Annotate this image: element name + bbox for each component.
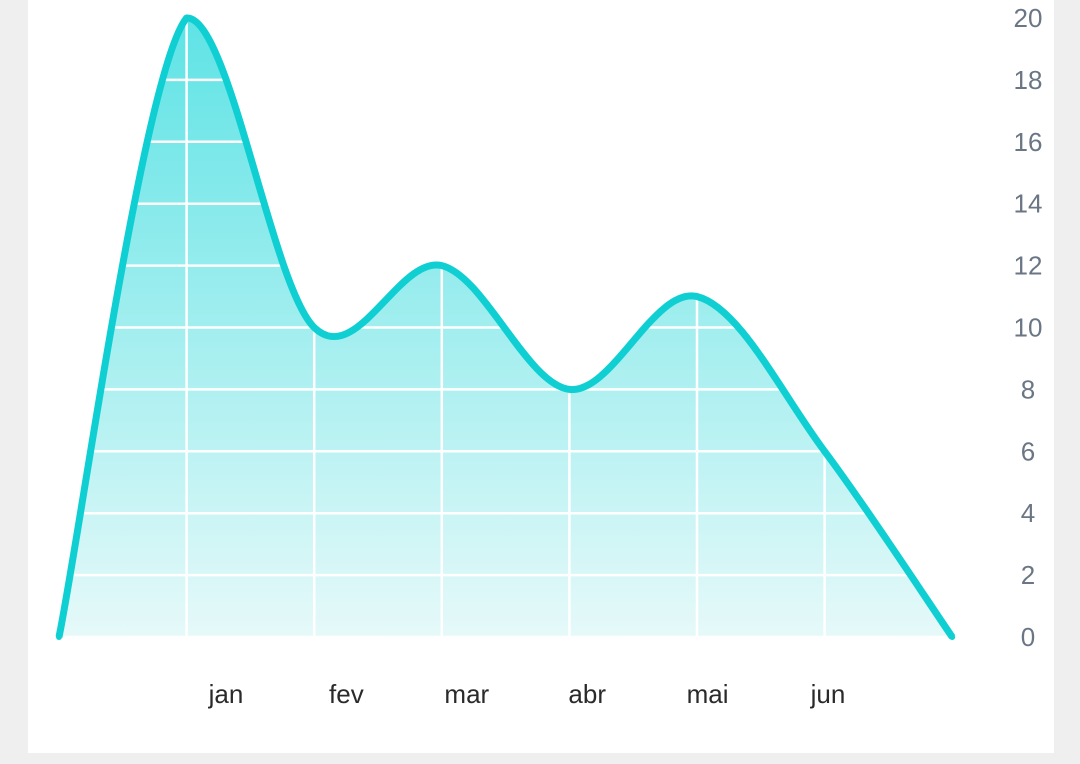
x-tick-label: mar — [444, 679, 489, 709]
y-tick-label: 20 — [1014, 3, 1043, 33]
data-point — [183, 15, 190, 21]
x-tick-label: fev — [329, 679, 364, 709]
y-tick-label: 4 — [1021, 498, 1035, 528]
area-chart: 0 2 4 6 8 10 12 14 16 18 20 jan fev mar abr mai jun — [55, 3, 1043, 709]
y-tick-label: 18 — [1014, 65, 1043, 95]
data-point — [438, 262, 445, 269]
x-tick-label: jun — [810, 679, 846, 709]
x-tick-label: mai — [687, 679, 729, 709]
data-point — [821, 448, 828, 455]
x-tick-label: jan — [208, 679, 244, 709]
y-tick-label: 14 — [1014, 189, 1043, 219]
area-fill — [59, 17, 953, 638]
chart-card: 0 2 4 6 8 10 12 14 16 18 20 jan fev mar abr mai jun — [28, 0, 1054, 753]
data-point — [694, 293, 700, 300]
data-point — [566, 386, 573, 393]
data-point — [949, 634, 956, 640]
x-tick-label: abr — [568, 679, 606, 709]
y-tick-label: 16 — [1014, 127, 1043, 157]
y-tick-label: 0 — [1021, 622, 1035, 652]
y-tick-label: 10 — [1014, 313, 1043, 343]
y-tick-label: 6 — [1021, 436, 1035, 466]
data-point — [311, 324, 318, 331]
y-tick-label: 12 — [1014, 251, 1043, 281]
y-tick-label: 2 — [1021, 560, 1035, 590]
y-tick-label: 8 — [1021, 374, 1035, 404]
data-point — [56, 634, 62, 640]
